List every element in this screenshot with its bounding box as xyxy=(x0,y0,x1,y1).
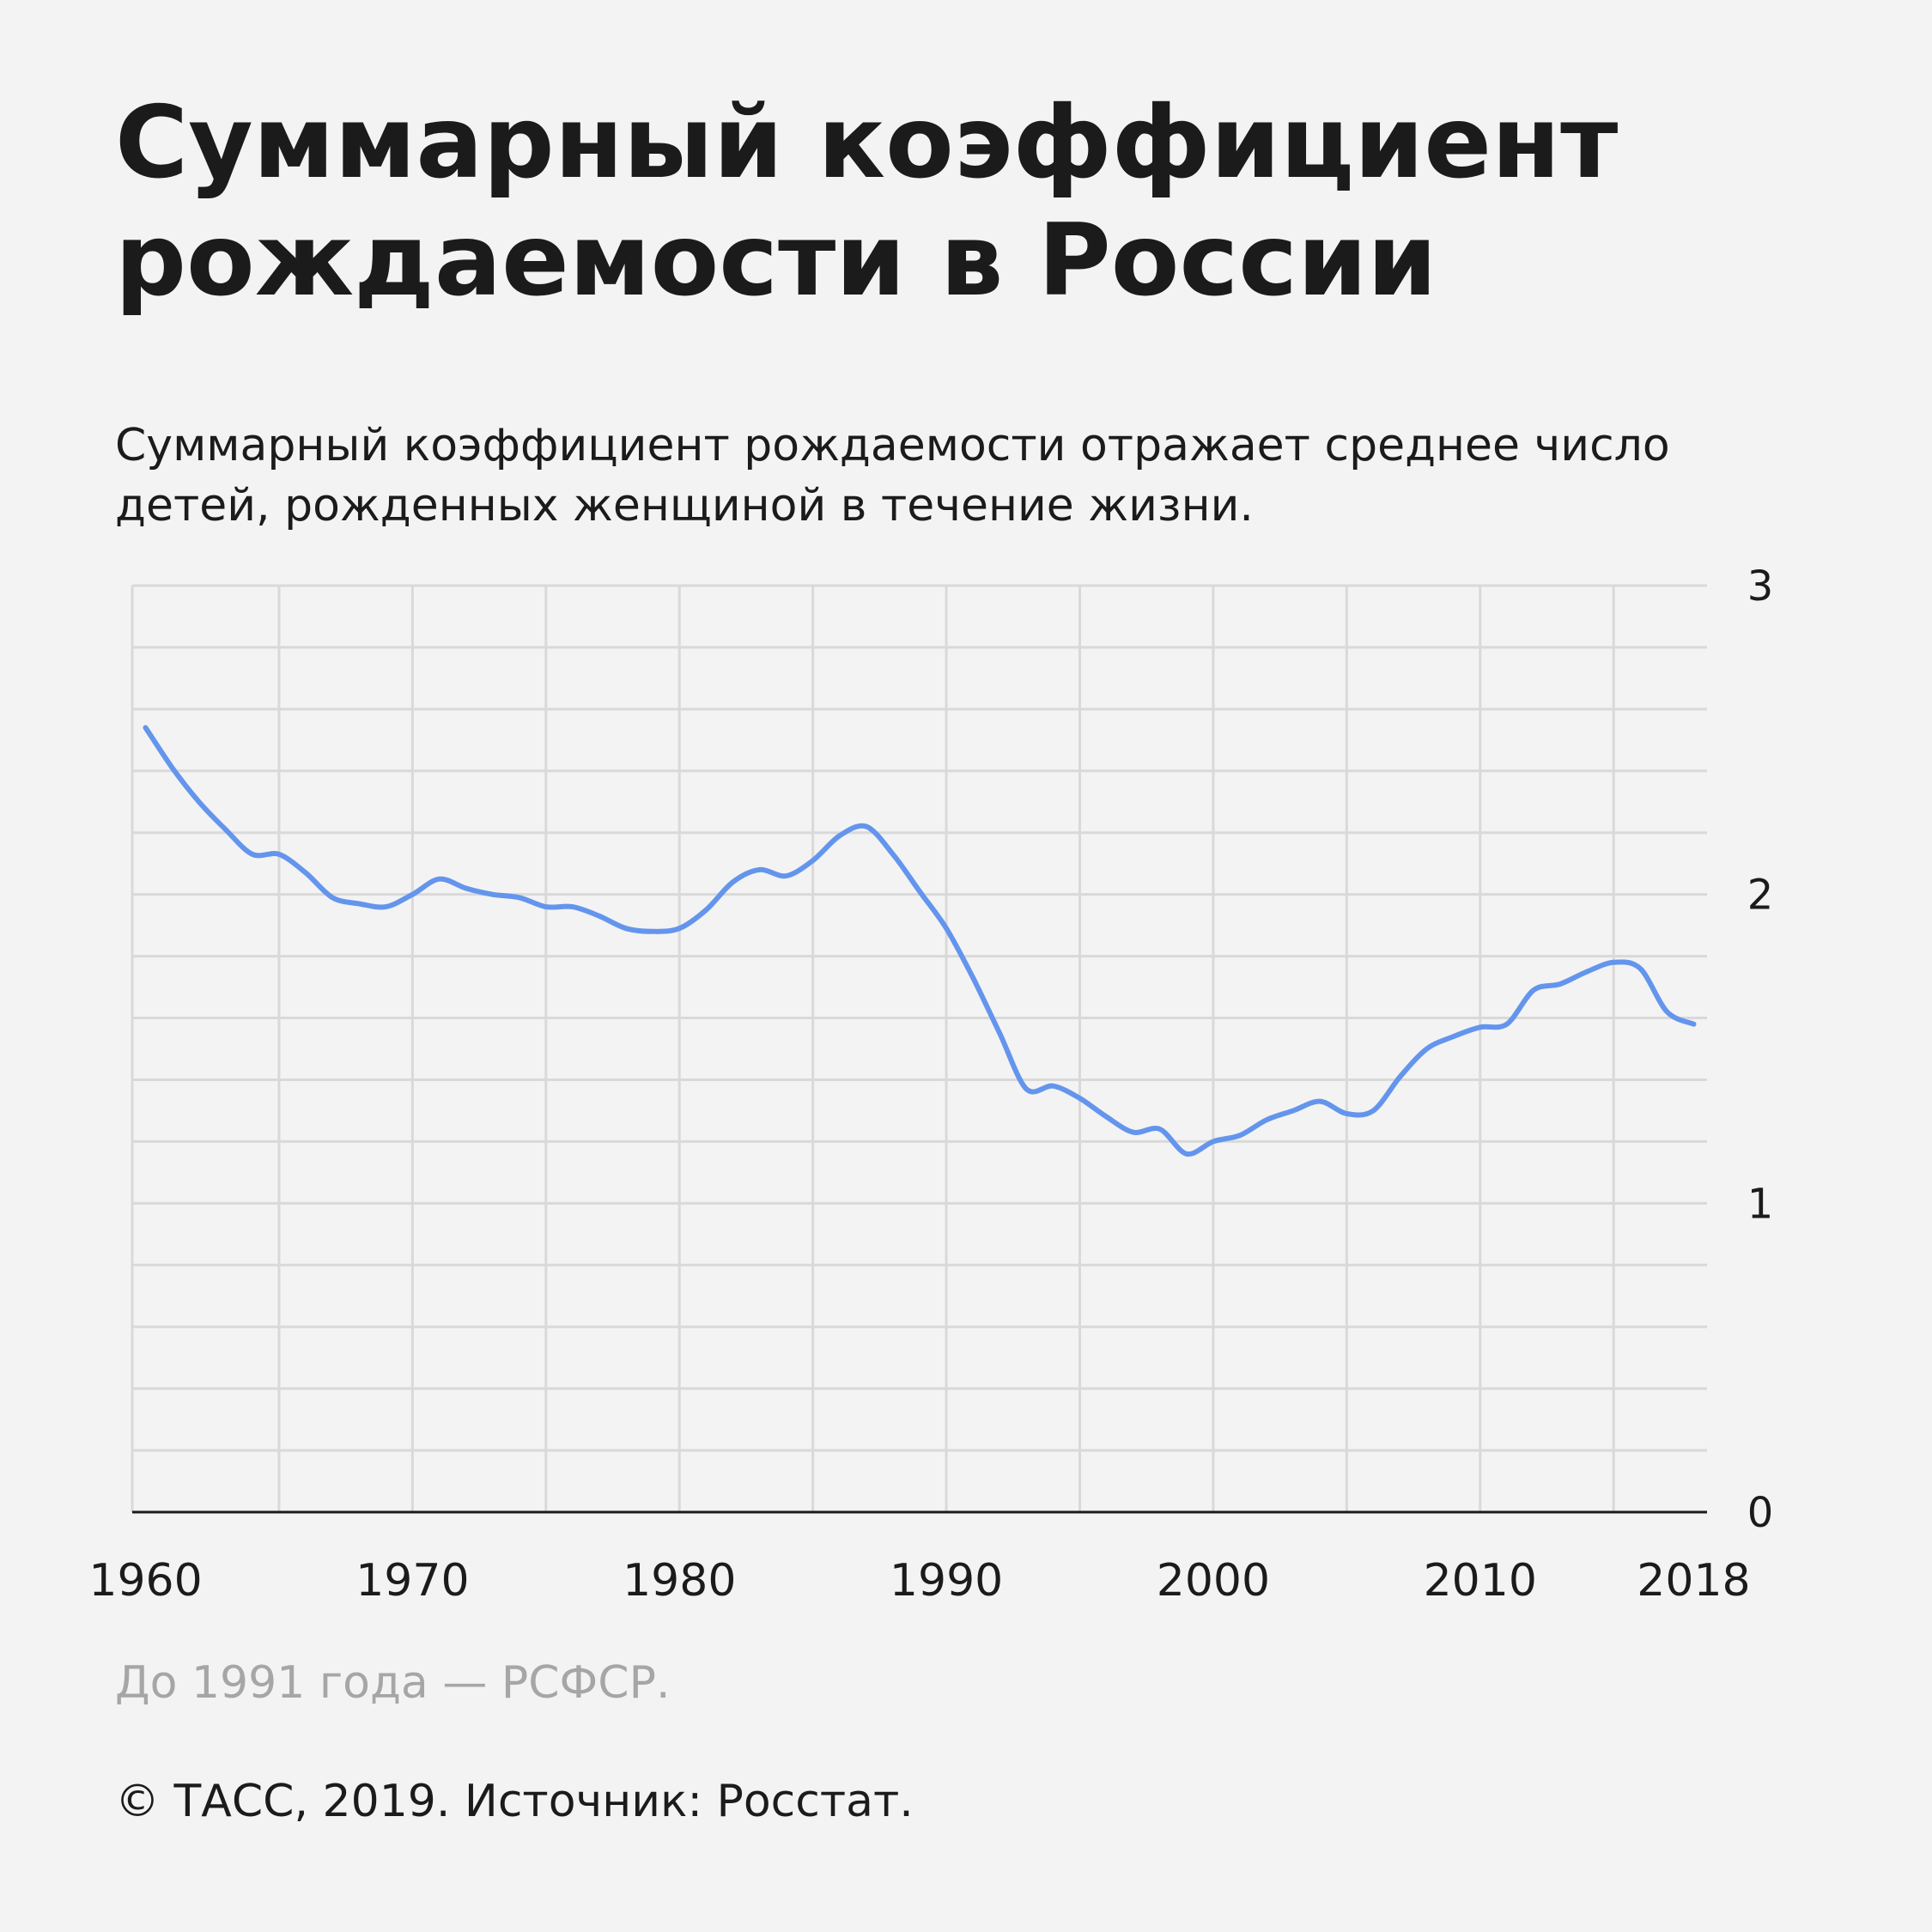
chart-note: До 1991 года — РСФСР. xyxy=(115,1657,671,1709)
y-tick-label: 2 xyxy=(1747,872,1774,920)
x-tick-label: 2018 xyxy=(1637,1555,1750,1607)
x-tick-label: 1990 xyxy=(890,1555,1003,1607)
x-tick-label: 1970 xyxy=(355,1555,469,1607)
x-tick-label: 1960 xyxy=(88,1555,202,1607)
chart-title: Суммарный коэффициент рождаемости в Росс… xyxy=(115,85,1619,319)
y-tick-label: 0 xyxy=(1747,1489,1774,1537)
x-axis-labels: 1960 1970 1980 1990 2000 2010 2018 xyxy=(88,1555,1750,1607)
chart-series xyxy=(143,725,1697,1157)
y-tick-label: 3 xyxy=(1747,562,1774,611)
series-line xyxy=(143,725,1697,1157)
y-axis-labels: 0 1 2 3 xyxy=(1747,562,1774,1537)
chart-subtitle: Суммарный коэффициент рождаемости отража… xyxy=(115,420,1670,532)
chart-source: © ТАСС, 2019. Источник: Росстат. xyxy=(115,1776,914,1827)
x-tick-label: 2000 xyxy=(1157,1555,1270,1607)
y-tick-label: 1 xyxy=(1747,1180,1774,1228)
x-tick-label: 2010 xyxy=(1424,1555,1537,1607)
x-tick-label: 1980 xyxy=(623,1555,736,1607)
chart-grid xyxy=(131,584,1707,1512)
